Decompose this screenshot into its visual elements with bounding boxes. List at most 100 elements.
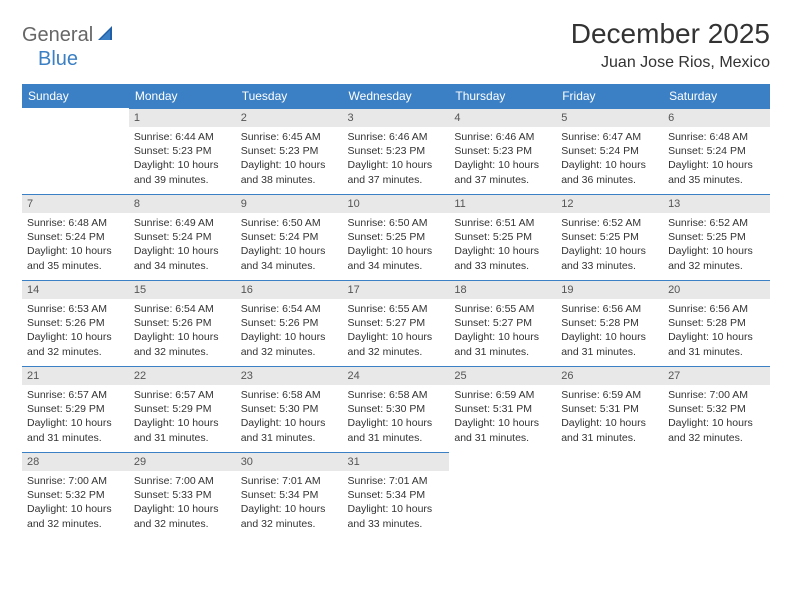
calendar-cell: 30Sunrise: 7:01 AMSunset: 5:34 PMDayligh… (236, 452, 343, 538)
day-number: 1 (129, 108, 236, 127)
calendar-week-row: 7Sunrise: 6:48 AMSunset: 5:24 PMDaylight… (22, 194, 770, 280)
day-line-d1: Daylight: 10 hours (348, 416, 445, 430)
day-line-d2: and 32 minutes. (668, 431, 765, 445)
day-line-sr: Sunrise: 6:46 AM (454, 130, 551, 144)
calendar-cell (556, 452, 663, 538)
day-line-ss: Sunset: 5:33 PM (134, 488, 231, 502)
calendar-cell: 8Sunrise: 6:49 AMSunset: 5:24 PMDaylight… (129, 194, 236, 280)
day-line-d1: Daylight: 10 hours (561, 244, 658, 258)
calendar-cell: 17Sunrise: 6:55 AMSunset: 5:27 PMDayligh… (343, 280, 450, 366)
day-line-ss: Sunset: 5:23 PM (348, 144, 445, 158)
day-line-sr: Sunrise: 6:54 AM (134, 302, 231, 316)
day-line-d2: and 39 minutes. (134, 173, 231, 187)
day-number: 8 (129, 194, 236, 213)
day-body: Sunrise: 6:52 AMSunset: 5:25 PMDaylight:… (556, 213, 663, 278)
day-body: Sunrise: 7:01 AMSunset: 5:34 PMDaylight:… (343, 471, 450, 536)
day-number: 5 (556, 108, 663, 127)
day-line-ss: Sunset: 5:24 PM (134, 230, 231, 244)
day-line-d1: Daylight: 10 hours (348, 158, 445, 172)
day-line-sr: Sunrise: 6:57 AM (27, 388, 124, 402)
day-body: Sunrise: 7:00 AMSunset: 5:32 PMDaylight:… (22, 471, 129, 536)
day-line-d2: and 31 minutes. (134, 431, 231, 445)
calendar-cell: 12Sunrise: 6:52 AMSunset: 5:25 PMDayligh… (556, 194, 663, 280)
day-number: 11 (449, 194, 556, 213)
day-line-ss: Sunset: 5:25 PM (348, 230, 445, 244)
day-line-ss: Sunset: 5:26 PM (241, 316, 338, 330)
day-number: 6 (663, 108, 770, 127)
day-line-sr: Sunrise: 6:54 AM (241, 302, 338, 316)
day-number: 30 (236, 452, 343, 471)
day-line-d1: Daylight: 10 hours (454, 330, 551, 344)
day-line-ss: Sunset: 5:29 PM (27, 402, 124, 416)
day-line-d1: Daylight: 10 hours (561, 416, 658, 430)
day-number: 4 (449, 108, 556, 127)
day-body: Sunrise: 6:47 AMSunset: 5:24 PMDaylight:… (556, 127, 663, 192)
day-line-d1: Daylight: 10 hours (241, 158, 338, 172)
day-line-sr: Sunrise: 6:56 AM (561, 302, 658, 316)
calendar-cell: 14Sunrise: 6:53 AMSunset: 5:26 PMDayligh… (22, 280, 129, 366)
day-line-d2: and 32 minutes. (348, 345, 445, 359)
day-line-d2: and 31 minutes. (27, 431, 124, 445)
day-line-ss: Sunset: 5:23 PM (241, 144, 338, 158)
title-block: December 2025 Juan Jose Rios, Mexico (571, 18, 770, 72)
weekday-header: Thursday (449, 84, 556, 108)
calendar-cell (22, 108, 129, 194)
day-line-d2: and 33 minutes. (348, 517, 445, 531)
day-line-d2: and 38 minutes. (241, 173, 338, 187)
day-body: Sunrise: 6:50 AMSunset: 5:24 PMDaylight:… (236, 213, 343, 278)
day-line-d2: and 32 minutes. (134, 517, 231, 531)
day-line-sr: Sunrise: 7:00 AM (27, 474, 124, 488)
day-line-d1: Daylight: 10 hours (241, 416, 338, 430)
day-line-ss: Sunset: 5:24 PM (561, 144, 658, 158)
day-line-sr: Sunrise: 7:00 AM (668, 388, 765, 402)
day-line-ss: Sunset: 5:29 PM (134, 402, 231, 416)
day-line-d1: Daylight: 10 hours (668, 416, 765, 430)
day-number: 20 (663, 280, 770, 299)
calendar-cell (449, 452, 556, 538)
calendar-table: SundayMondayTuesdayWednesdayThursdayFrid… (22, 84, 770, 538)
day-body: Sunrise: 6:51 AMSunset: 5:25 PMDaylight:… (449, 213, 556, 278)
day-line-d1: Daylight: 10 hours (668, 244, 765, 258)
calendar-cell: 16Sunrise: 6:54 AMSunset: 5:26 PMDayligh… (236, 280, 343, 366)
day-line-sr: Sunrise: 6:46 AM (348, 130, 445, 144)
calendar-body: 1Sunrise: 6:44 AMSunset: 5:23 PMDaylight… (22, 108, 770, 538)
calendar-cell: 31Sunrise: 7:01 AMSunset: 5:34 PMDayligh… (343, 452, 450, 538)
calendar-cell: 7Sunrise: 6:48 AMSunset: 5:24 PMDaylight… (22, 194, 129, 280)
day-line-d1: Daylight: 10 hours (348, 502, 445, 516)
day-line-ss: Sunset: 5:25 PM (561, 230, 658, 244)
day-number: 21 (22, 366, 129, 385)
day-number: 27 (663, 366, 770, 385)
day-line-ss: Sunset: 5:25 PM (454, 230, 551, 244)
day-body: Sunrise: 6:58 AMSunset: 5:30 PMDaylight:… (343, 385, 450, 450)
day-line-d1: Daylight: 10 hours (27, 244, 124, 258)
calendar-week-row: 14Sunrise: 6:53 AMSunset: 5:26 PMDayligh… (22, 280, 770, 366)
day-line-ss: Sunset: 5:24 PM (241, 230, 338, 244)
day-line-d1: Daylight: 10 hours (454, 244, 551, 258)
day-line-sr: Sunrise: 6:44 AM (134, 130, 231, 144)
day-line-sr: Sunrise: 6:51 AM (454, 216, 551, 230)
day-line-ss: Sunset: 5:34 PM (241, 488, 338, 502)
day-number: 22 (129, 366, 236, 385)
day-line-d2: and 32 minutes. (668, 259, 765, 273)
day-line-d2: and 35 minutes. (668, 173, 765, 187)
day-body: Sunrise: 6:59 AMSunset: 5:31 PMDaylight:… (449, 385, 556, 450)
day-line-ss: Sunset: 5:25 PM (668, 230, 765, 244)
day-line-ss: Sunset: 5:34 PM (348, 488, 445, 502)
day-line-d1: Daylight: 10 hours (348, 330, 445, 344)
calendar-cell: 18Sunrise: 6:55 AMSunset: 5:27 PMDayligh… (449, 280, 556, 366)
calendar-cell: 9Sunrise: 6:50 AMSunset: 5:24 PMDaylight… (236, 194, 343, 280)
weekday-header: Sunday (22, 84, 129, 108)
day-line-d1: Daylight: 10 hours (241, 244, 338, 258)
day-line-d2: and 31 minutes. (241, 431, 338, 445)
calendar-cell: 28Sunrise: 7:00 AMSunset: 5:32 PMDayligh… (22, 452, 129, 538)
day-number: 13 (663, 194, 770, 213)
calendar-week-row: 21Sunrise: 6:57 AMSunset: 5:29 PMDayligh… (22, 366, 770, 452)
day-line-sr: Sunrise: 6:55 AM (348, 302, 445, 316)
day-line-d2: and 32 minutes. (241, 517, 338, 531)
day-line-sr: Sunrise: 6:58 AM (241, 388, 338, 402)
day-line-sr: Sunrise: 6:48 AM (668, 130, 765, 144)
day-body: Sunrise: 6:57 AMSunset: 5:29 PMDaylight:… (129, 385, 236, 450)
calendar-cell: 5Sunrise: 6:47 AMSunset: 5:24 PMDaylight… (556, 108, 663, 194)
day-body: Sunrise: 6:55 AMSunset: 5:27 PMDaylight:… (343, 299, 450, 364)
day-body: Sunrise: 6:50 AMSunset: 5:25 PMDaylight:… (343, 213, 450, 278)
